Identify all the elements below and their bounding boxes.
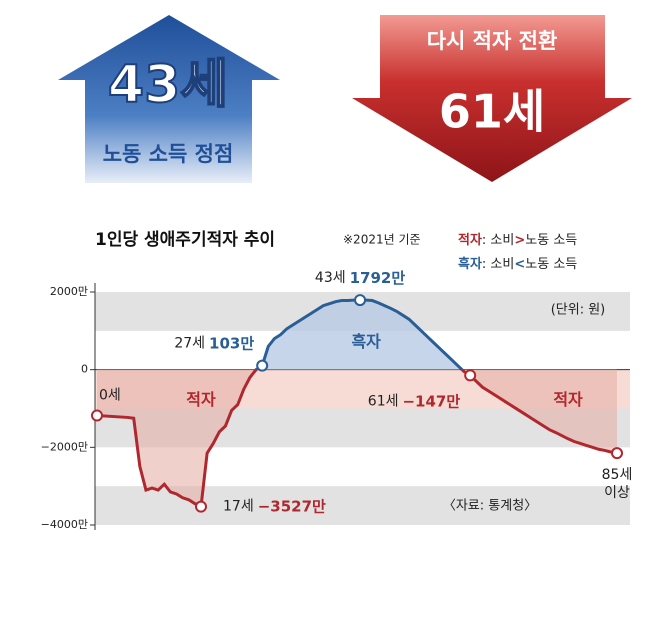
legend-text: 노동 소득 bbox=[525, 257, 577, 272]
point-label-part: 85세 bbox=[602, 467, 633, 483]
point-label-part: −3527만 bbox=[258, 497, 326, 515]
point-label-part: 1792만 bbox=[350, 269, 406, 287]
point-label-part: −147만 bbox=[402, 392, 460, 410]
region-label: 적자 bbox=[553, 390, 583, 409]
y-tick-label: −4000만 bbox=[41, 518, 88, 531]
area-negative bbox=[97, 369, 617, 507]
y-tick-label: 2000만 bbox=[50, 285, 88, 298]
legend-text: : 소비 bbox=[482, 257, 514, 272]
point-label-part: 27세 bbox=[174, 336, 205, 352]
chart-title: 1인당 생애주기적자 추이 bbox=[95, 230, 275, 250]
point-label: 0세 bbox=[99, 387, 121, 403]
area-positive bbox=[256, 300, 463, 370]
region-label: 적자 bbox=[186, 390, 216, 409]
legend-text: 노동 소득 bbox=[525, 233, 577, 248]
legend-item: 흑자: 소비<노동 소득 bbox=[458, 256, 577, 272]
point-label-part: 17세 bbox=[223, 499, 254, 515]
legend-text: < bbox=[514, 257, 525, 272]
legend-text: 흑자 bbox=[458, 256, 482, 272]
highlight-point bbox=[464, 369, 477, 382]
point-label: 17세 −3527만 bbox=[223, 497, 326, 515]
legend-item: 적자: 소비>노동 소득 bbox=[458, 232, 577, 248]
peak-age: 43세 bbox=[108, 55, 228, 115]
unit: (단위: 원) bbox=[551, 303, 606, 318]
point-label-part: 0세 bbox=[99, 387, 121, 403]
point-label: 43세 1792만 bbox=[315, 269, 405, 287]
point-label: 27세 103만 bbox=[174, 334, 254, 352]
note: ※2021년 기준 bbox=[343, 233, 421, 247]
region-label: 흑자 bbox=[351, 332, 381, 351]
point-label-part: 61세 bbox=[368, 393, 399, 409]
y-tick-label: 0 bbox=[81, 363, 88, 376]
point-label: 이상 bbox=[604, 485, 630, 501]
highlight-point bbox=[195, 500, 207, 513]
point-label: 85세 bbox=[602, 467, 633, 483]
line-positive bbox=[254, 298, 465, 370]
highlight-point bbox=[256, 359, 269, 372]
point-label: 61세 −147만 bbox=[368, 392, 461, 410]
highlight-point bbox=[354, 294, 367, 307]
turn-age: 61세 bbox=[439, 85, 545, 139]
source: 〈자료: 통계청〉 bbox=[443, 499, 537, 514]
point-label-part: 103만 bbox=[209, 334, 254, 352]
highlight-point bbox=[91, 409, 103, 422]
turn-caption: 다시 적자 전환 bbox=[427, 29, 558, 53]
up-arrow bbox=[58, 15, 280, 183]
highlight-point bbox=[611, 447, 623, 460]
legend-text: : 소비 bbox=[482, 233, 514, 248]
peak-caption: 노동 소득 정점 bbox=[103, 142, 234, 166]
legend-text: 적자 bbox=[458, 232, 482, 248]
point-label-part: 43세 bbox=[315, 270, 346, 286]
legend-text: > bbox=[514, 233, 525, 248]
down-arrow bbox=[352, 15, 632, 182]
line-negative bbox=[96, 369, 618, 509]
y-tick-label: −2000만 bbox=[41, 440, 88, 453]
